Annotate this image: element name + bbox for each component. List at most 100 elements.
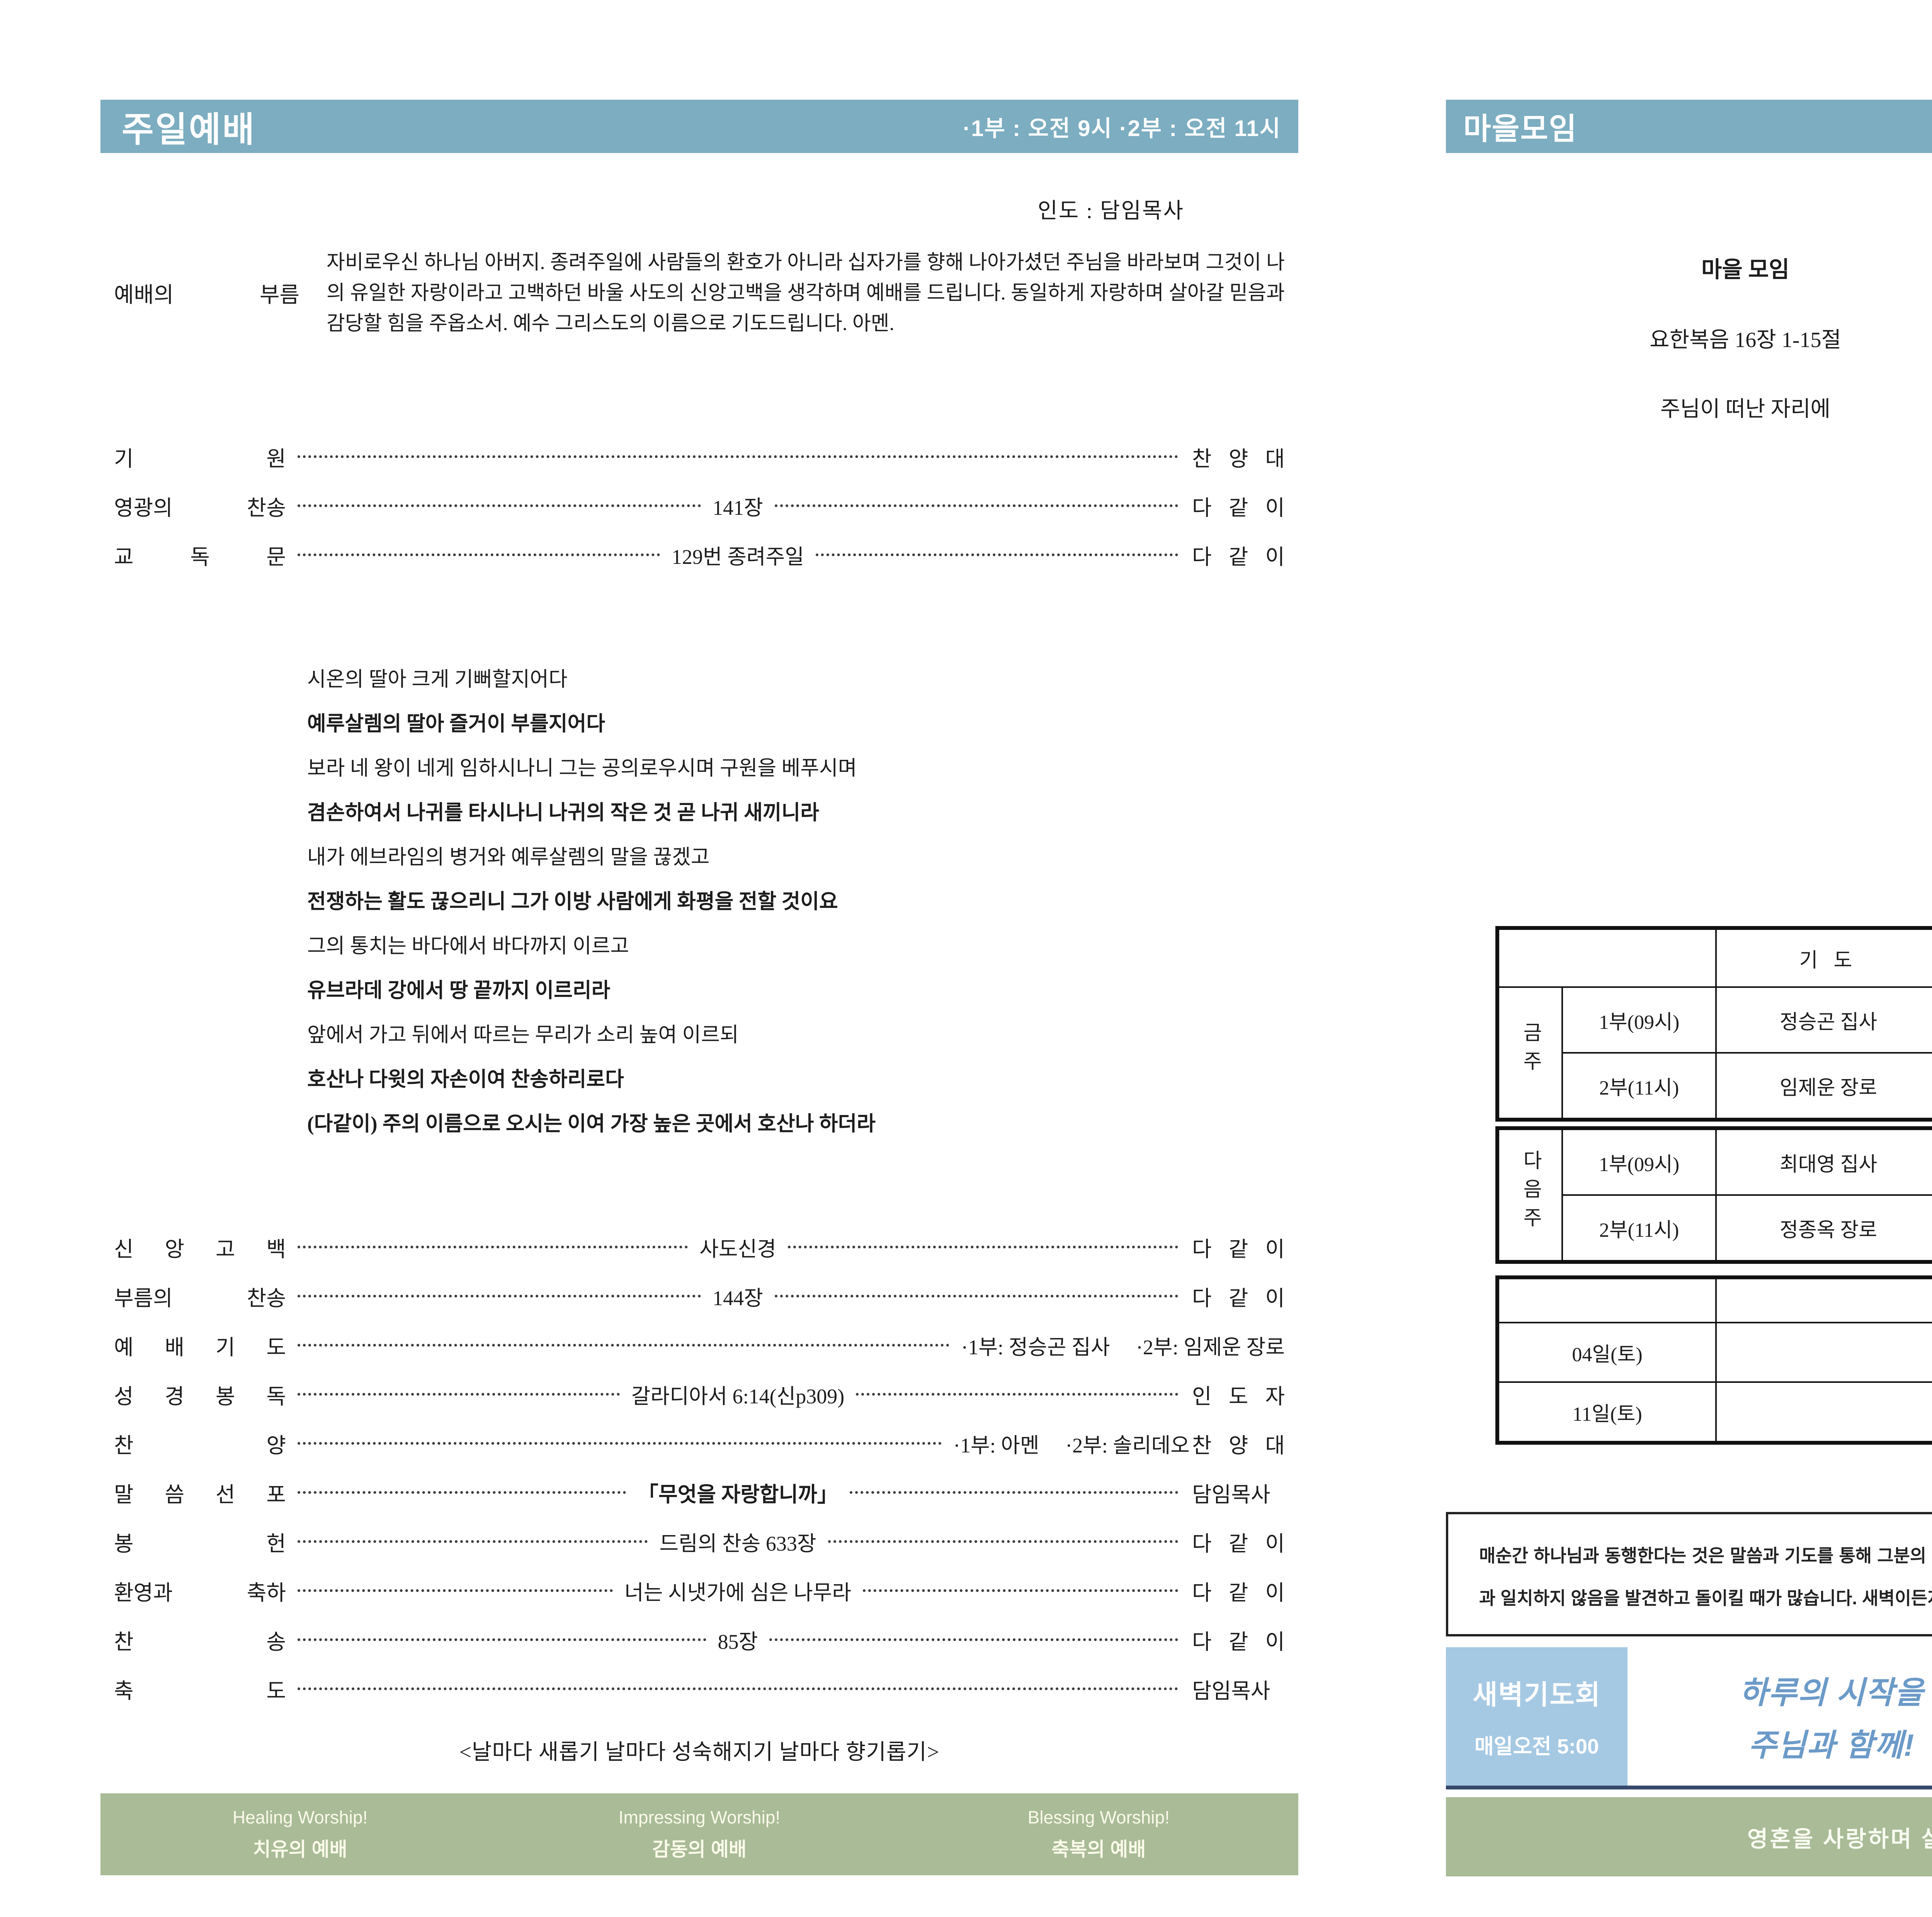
cleaning-detail: 2교구 - 고양밀알 마을, 총신80회 마을: [1715, 1322, 1932, 1383]
cleaning-row: 11일(토) 3교구 - 총신대학교 마을, 21세기목회연구소 마을: [1497, 1381, 1932, 1444]
order-label: 봉 헌: [114, 1532, 286, 1556]
footer-en: Impressing Worship!: [618, 1807, 781, 1827]
duty-part: 1부(09시): [1561, 986, 1717, 1054]
order-detail: 144장: [713, 1287, 763, 1310]
reading-line: 전쟁하는 활도 끊으리니 그가 이방 사람에게 화평을 전할 것이요: [307, 890, 838, 913]
order-right: 다 같 이: [1192, 1532, 1285, 1556]
cleaning-table: 청 소 마 을 04일(토) 2교구 - 고양밀알 마을, 총신80회 마을 1…: [1495, 1275, 1932, 1445]
village-meeting-scripture: 요한복음 16장 1-15절: [1650, 328, 1841, 352]
dotted-leader: [856, 1393, 1178, 1396]
dotted-leader: [298, 1295, 701, 1297]
right-header: 마을모임 ·오후 1시 수요밤기도회 ·오후 7시 30분: [1446, 100, 1932, 153]
order-label: 말 씀 선 포: [114, 1483, 286, 1507]
order-row: 기 원 찬 양 대: [114, 432, 1285, 481]
duty-prayer: 정종옥 장로: [1715, 1194, 1932, 1263]
sunday-worship-title: 주일예배: [122, 111, 256, 149]
duty-prayer: 임제운 장로: [1715, 1052, 1932, 1120]
order-label: 기 원: [114, 447, 286, 471]
order-detail: 드림의 찬송 633장: [659, 1532, 816, 1555]
duty-row: 다음주 1부(09시) 최대영 집사 정난희 집사 정난희 집사 권오화 권사: [1497, 1127, 1932, 1263]
order-label: 교 독 문: [114, 545, 286, 569]
dotted-leader: [298, 1344, 950, 1347]
dotted-leader: [298, 1491, 626, 1494]
reading-line: 그의 통치는 바다에서 바다까지 이르고: [307, 935, 629, 957]
sunday-worship-header: 주일예배 ·1부 : 오전 9시 ·2부 : 오전 11시: [100, 100, 1298, 153]
cleaning-header-row: 청 소 마 을: [1497, 1277, 1932, 1323]
order-detail: ·1부: 정승곤 집사 ·2부: 임제운 장로: [961, 1336, 1285, 1359]
duty-part: 1부(09시): [1561, 1127, 1717, 1196]
footer-column-blessing: Blessing Worship! 축복의 예배: [899, 1793, 1298, 1875]
dawn-prayer-time: 매일오전 5:00: [1475, 1735, 1599, 1758]
footer-ko: 감동의 예배: [652, 1839, 747, 1860]
cleaning-header-blank: [1497, 1277, 1717, 1323]
dawn-prayer-slogan: 하루의 시작을 주님과 함께!: [1628, 1647, 1932, 1786]
order-row: 예 배 기 도 ·1부: 정승곤 집사 ·2부: 임제운 장로: [114, 1321, 1285, 1370]
dotted-leader: [769, 1638, 1178, 1641]
order-right: 인 도 자: [1192, 1384, 1285, 1408]
dotted-leader: [774, 504, 1178, 507]
order-label: 찬 송: [114, 1630, 286, 1654]
order-detail: 사도신경: [699, 1238, 776, 1261]
duty-part: 2부(11시): [1561, 1194, 1717, 1263]
devotion-notice-box: 매순간 하나님과 동행한다는 것은 말씀과 기도를 통해 그분의 뜻을 찾고 순…: [1446, 1512, 1932, 1636]
duty-table: 다음주 1부(09시) 최대영 집사 정난희 집사 정난희 집사 권오화 권사 …: [1495, 1126, 1932, 1264]
order-row: 영광의 찬송 141장 다 같 이: [114, 481, 1285, 530]
duty-table: 기 도 헌 금 안 내 금주 1부(09시) 정승곤 집사 오영자 집사 오영자…: [1495, 926, 1932, 1122]
footer-ko: 치유의 예배: [253, 1839, 347, 1860]
duty-table-this-week: 기 도 헌 금 안 내 금주 1부(09시) 정승곤 집사 오영자 집사 오영자…: [1495, 926, 1932, 1122]
call-to-worship-label: 예배의 부름: [114, 283, 299, 307]
footer-ko: 축복의 예배: [1051, 1839, 1146, 1860]
reading-line: 유브라데 강에서 땅 끝까지 이르리라: [307, 979, 611, 1002]
order-row: 말 씀 선 포 「무엇을 자랑합니까」 담임목사: [114, 1468, 1285, 1517]
footer-column-impressing: Impressing Worship! 감동의 예배: [500, 1793, 899, 1875]
reading-line: 내가 에브라임의 병거와 예루살렘의 말을 끊겠고: [307, 846, 710, 868]
order-right: 찬 양 대: [1192, 1433, 1285, 1457]
right-footer-banner: 영혼을 사랑하며 살리는 교회 / 신앙 유산을 계승하는 교회: [1446, 1797, 1932, 1876]
dotted-leader: [298, 1442, 942, 1445]
duty-row: 2부(11시) 임제운 장로 조선녀 권사 조선녀 권사 박혜영 권사: [1497, 1052, 1932, 1120]
order-row: 환영과 축하 너는 시냇가에 심은 나무라 다 같 이: [114, 1566, 1285, 1615]
order-label: 축 도: [114, 1679, 286, 1703]
dawn-prayer-title: 새벽기도회: [1473, 1680, 1601, 1710]
order-detail: ·1부: 아멘 ·2부: 솔리데오: [953, 1434, 1190, 1457]
order-row: 축 도 담임목사: [114, 1664, 1285, 1713]
responsive-reading: 시온의 딸아 크게 기뻐할지어다 예루살렘의 딸아 즐거이 부를지어다 보라 네…: [307, 655, 1296, 1144]
order-right: 담임목사: [1192, 1483, 1270, 1507]
dotted-leader: [849, 1491, 1179, 1494]
page-village-wednesday: 마을모임 ·오후 1시 수요밤기도회 ·오후 7시 30분 사회 : 고현종 목…: [1446, 0, 1932, 1917]
village-meeting-title: 마을모임: [1463, 112, 1578, 146]
duty-prayer: 정승곤 집사: [1715, 986, 1932, 1054]
order-row: 교 독 문 129번 종려주일 다 같 이: [114, 530, 1285, 579]
dotted-leader: [298, 1246, 688, 1248]
order-row: 찬 송 85장 다 같 이: [114, 1615, 1285, 1664]
sermon-title: 「무엇을 자랑합니까」: [638, 1483, 838, 1506]
call-to-worship: 예배의 부름 자비로우신 하나님 아버지. 종려주일에 사람들의 환호가 아니라…: [114, 247, 1285, 339]
dotted-leader: [787, 1246, 1179, 1248]
dotted-leader: [298, 1393, 620, 1396]
cleaning-date: 11일(토): [1497, 1381, 1717, 1444]
order-right: 담임목사: [1192, 1679, 1270, 1703]
page-sunday-worship: 주일예배 ·1부 : 오전 9시 ·2부 : 오전 11시 인도 : 담임목사 …: [100, 0, 1298, 1917]
worship-leader-line: 인도 : 담임목사: [1037, 199, 1184, 223]
prayer-meeting-banners: 새벽기도회 매일오전 5:00 하루의 시작을 주님과 함께! 심야기도회 금 …: [1446, 1647, 1932, 1789]
order-label: 찬 양: [114, 1433, 286, 1457]
sunday-worship-times: ·1부 : 오전 9시 ·2부 : 오전 11시: [963, 116, 1281, 141]
church-vision-text: 영혼을 사랑하며 살리는 교회 / 신앙 유산을 계승하는 교회: [1747, 1826, 1932, 1852]
dotted-leader: [774, 1295, 1178, 1297]
order-label: 영광의 찬송: [114, 496, 286, 520]
left-footer-banner: Healing Worship! 치유의 예배 Impressing Worsh…: [100, 1793, 1298, 1875]
footer-column-healing: Healing Worship! 치유의 예배: [100, 1793, 500, 1875]
order-right: 다 같 이: [1192, 1581, 1285, 1605]
weekly-motto: <날마다 새롭기 날마다 성숙해지기 날마다 향기롭기>: [459, 1740, 940, 1764]
order-label: 신 앙 고 백: [114, 1237, 286, 1261]
duty-part: 2부(11시): [1561, 1052, 1717, 1120]
order-right: 다 같 이: [1192, 496, 1285, 520]
reading-line: 겸손하여서 나귀를 타시나니 나귀의 작은 것 곧 나귀 새끼니라: [307, 801, 819, 824]
order-right: 다 같 이: [1192, 1237, 1285, 1261]
cleaning-schedule: 청 소 마 을 04일(토) 2교구 - 고양밀알 마을, 총신80회 마을 1…: [1495, 1275, 1932, 1445]
reading-line: 시온의 딸아 크게 기뻐할지어다: [307, 668, 568, 691]
cleaning-header-title: 청 소 마 을: [1715, 1277, 1932, 1323]
order-right: 다 같 이: [1192, 1286, 1285, 1310]
order-row: 찬 양 ·1부: 아멘 ·2부: 솔리데오 찬 양 대: [114, 1419, 1285, 1468]
week-label: 다음주: [1519, 1149, 1541, 1236]
